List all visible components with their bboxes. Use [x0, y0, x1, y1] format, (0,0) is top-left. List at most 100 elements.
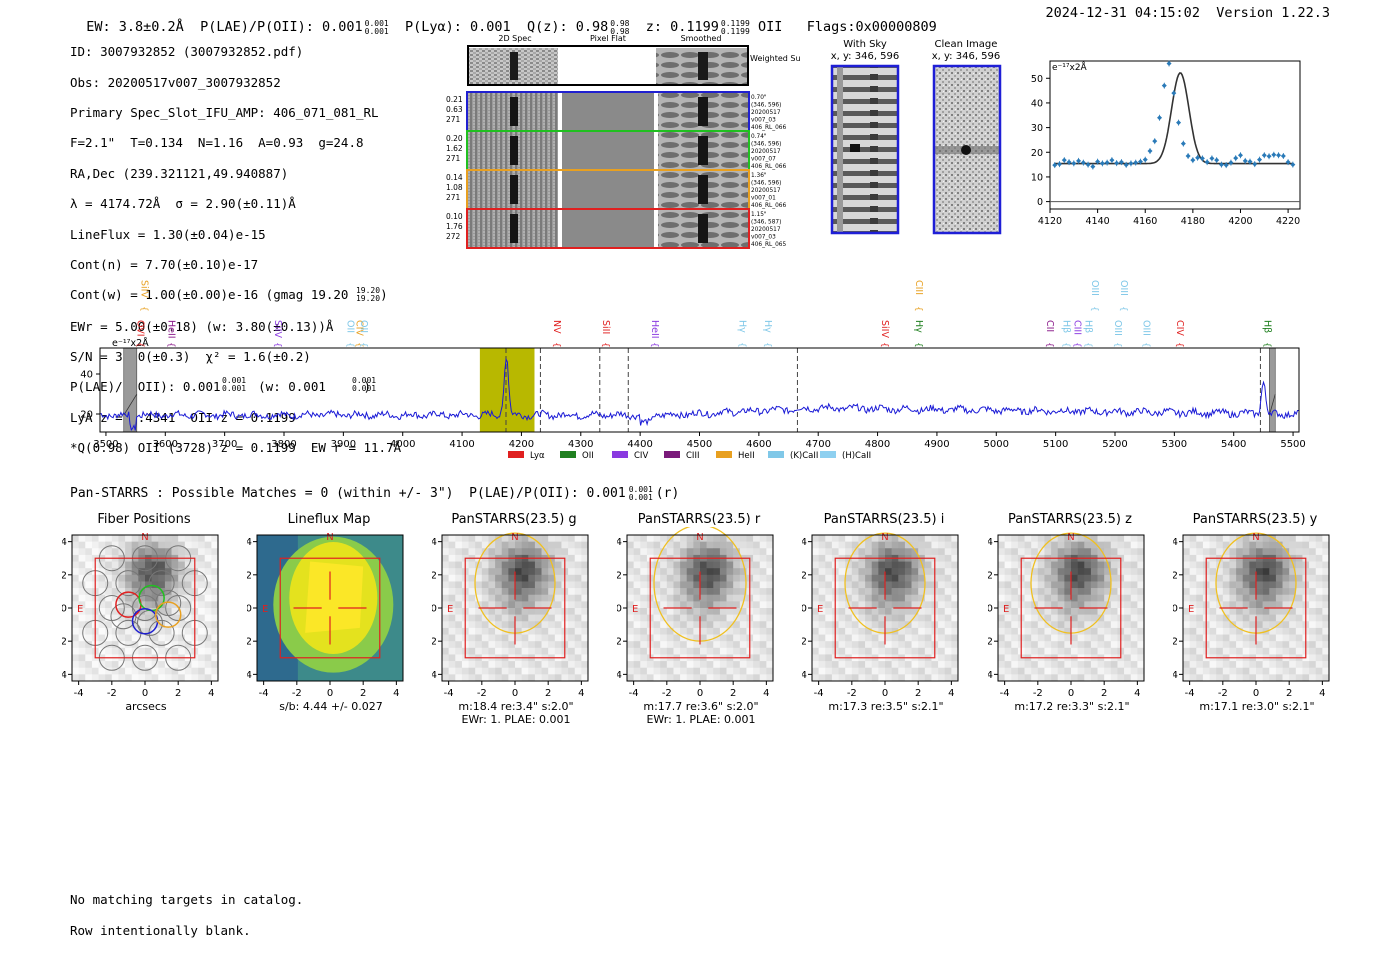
cutout-pixel — [739, 568, 747, 576]
cutout-pixel — [1242, 667, 1250, 675]
cutout-pixel — [825, 541, 833, 549]
spectrum-line-label-brace: { — [1060, 342, 1070, 348]
cutout-pixel — [1196, 574, 1204, 582]
cutout-pixel — [164, 634, 172, 642]
cutout-pixel — [871, 548, 879, 556]
cutout-pixel — [706, 667, 714, 675]
cutout-pixel — [739, 661, 747, 669]
cutout-pixel — [1229, 541, 1237, 549]
cutout-pixel — [528, 568, 536, 576]
cutout-pixel — [568, 554, 576, 562]
cutout-pixel — [938, 654, 946, 662]
cutout-pixel — [640, 601, 648, 609]
cutout-pixel — [488, 667, 496, 675]
cutout-pixel — [1090, 594, 1098, 602]
spectrum-line-label-brace: { — [1089, 306, 1099, 312]
cutout-pixel — [442, 674, 449, 682]
cutout-pixel — [660, 667, 668, 675]
panstarrs-tail: (r) — [655, 486, 680, 501]
fit-data-point — [1247, 159, 1253, 165]
cutout-pixel — [1275, 594, 1283, 602]
cutout-pixel — [627, 581, 634, 589]
cutout-pixel — [1189, 634, 1197, 642]
cutout-pixel — [501, 548, 509, 556]
cutout-pixel — [461, 548, 469, 556]
cutout-pixel — [1269, 594, 1277, 602]
spectrum-legend-swatch — [612, 451, 628, 458]
z-sup: 0.1199 — [720, 19, 750, 28]
cutout-pixel — [1090, 535, 1098, 542]
cutout-pixel — [1024, 594, 1032, 602]
cutout-pixel — [72, 568, 79, 576]
cutout-pixel — [541, 588, 549, 596]
cutout-pixel — [1256, 588, 1263, 596]
cutout-pixel — [455, 554, 463, 562]
cutout-pixel — [568, 634, 576, 642]
cutout-pixel — [1124, 647, 1132, 655]
cutout-pixel — [1124, 588, 1132, 596]
cutout-pixel — [673, 581, 681, 589]
cutout-pixel — [666, 588, 674, 596]
cutout-pixel — [885, 541, 892, 549]
cutout-pixel — [831, 541, 839, 549]
cutout-pixel — [739, 614, 747, 622]
cutout-pixel — [151, 601, 159, 609]
cutout-pixel — [1196, 641, 1204, 649]
cutout-pixel — [1289, 541, 1297, 549]
cutout-pixel — [145, 581, 152, 589]
cutout-pixel — [488, 594, 496, 602]
cutout-pixel — [1057, 614, 1065, 622]
cutout-pixel — [568, 574, 576, 582]
cutout-pixel — [666, 568, 674, 576]
cutout-pixel — [1183, 634, 1190, 642]
cutout-pixel — [1222, 588, 1230, 596]
cutout-pixel — [204, 548, 212, 556]
fit-data-point — [1218, 162, 1224, 168]
timestamp: 2024-12-31 04:15:02 Version 1.22.3 — [1045, 5, 1330, 21]
cutout-pixel — [138, 608, 146, 615]
cutout-pixel — [1262, 674, 1270, 682]
cutout-pixel — [1236, 647, 1244, 655]
cutout-pixel — [468, 561, 476, 569]
cutout-pixel — [442, 574, 449, 582]
cutout-ytick-label: 4 — [988, 537, 993, 548]
cutout-pixel — [1071, 674, 1078, 682]
spectrum-line-label-brace: { — [600, 342, 610, 348]
cutout-pixel — [111, 621, 119, 629]
cutout-pixel — [759, 667, 767, 675]
cutout-pixel — [759, 601, 767, 609]
cutout-pixel — [746, 535, 754, 542]
cutout-pixel — [693, 621, 701, 629]
cutout-pixel — [1011, 647, 1019, 655]
pixelflat-cell — [562, 93, 654, 130]
cutout-pixel — [812, 541, 819, 549]
cutout-pixel — [145, 594, 152, 602]
cutout-pixel — [448, 634, 456, 642]
cutout-pixel — [640, 621, 648, 629]
cutout-pixel — [1071, 661, 1078, 669]
cutout-pixel — [838, 568, 846, 576]
cutout-pixel — [1236, 608, 1244, 615]
cutout-pixel — [918, 674, 926, 682]
cutout-pixel — [1130, 568, 1138, 576]
cutout-pixel — [125, 621, 133, 629]
cutout-pixel — [911, 561, 919, 569]
fit-data-point — [1109, 157, 1115, 163]
cutout-pixel — [1071, 608, 1078, 615]
cutout-pixel — [858, 674, 866, 682]
fit-data-point — [1118, 159, 1124, 165]
cutout-pixel — [739, 667, 747, 675]
cutout-pixel — [700, 647, 707, 655]
cutout-pixel — [1031, 561, 1039, 569]
cutout-pixel — [653, 568, 661, 576]
cutout-pixel — [931, 535, 939, 542]
cutout-pixel — [1196, 541, 1204, 549]
cutout-pixel — [568, 674, 576, 682]
cutout-pixel — [1090, 541, 1098, 549]
fit-xtick-label: 4160 — [1133, 216, 1157, 227]
cutout-pixel — [131, 621, 139, 629]
cutout-pixel — [151, 541, 159, 549]
cutout-pixel — [1229, 568, 1237, 576]
cutout-pixel — [211, 601, 219, 609]
cutout-pixel — [1071, 634, 1078, 642]
